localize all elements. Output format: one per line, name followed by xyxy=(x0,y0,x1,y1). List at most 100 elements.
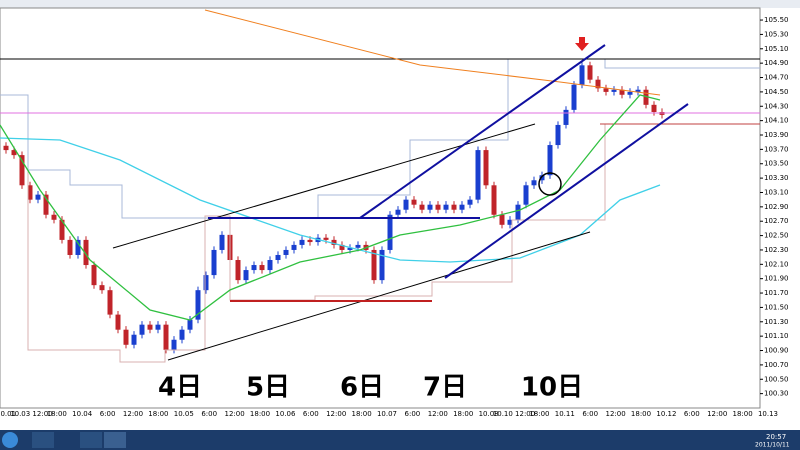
x-tick-label: 10.10 12:00 xyxy=(493,410,535,418)
candle-body xyxy=(219,234,225,250)
app-icon[interactable] xyxy=(32,432,54,448)
candle-body xyxy=(491,185,497,215)
candle-body xyxy=(579,65,585,85)
candle-body xyxy=(243,270,249,281)
candle-body xyxy=(195,290,201,320)
candle-body xyxy=(251,265,257,271)
x-tick-label: 6:00 xyxy=(405,410,421,418)
ma-short xyxy=(0,94,661,321)
y-tick-label: 105.50 xyxy=(764,16,789,24)
candle-body xyxy=(267,260,273,271)
candle-body xyxy=(619,89,625,95)
candle-body xyxy=(163,324,169,350)
candle-body xyxy=(179,329,185,340)
x-tick-label: 10.12 xyxy=(656,410,676,418)
x-tick-label: 6:00 xyxy=(582,410,598,418)
candle-body xyxy=(611,89,617,92)
y-tick-label: 102.50 xyxy=(764,232,789,240)
candle-body xyxy=(555,124,561,146)
candle-body xyxy=(403,199,409,210)
y-tick-label: 101.50 xyxy=(764,303,789,311)
candle-body xyxy=(547,145,553,176)
ma-long xyxy=(204,9,661,96)
candle-body xyxy=(283,249,289,255)
y-tick-label: 102.90 xyxy=(764,203,789,211)
taskbar xyxy=(0,430,800,450)
candle-body xyxy=(395,209,401,215)
start-button[interactable] xyxy=(2,432,18,448)
candle-body xyxy=(99,285,105,291)
candle-body xyxy=(19,155,25,186)
y-tick-label: 101.10 xyxy=(764,332,789,340)
candle-body xyxy=(627,91,633,95)
clock-time: 20:57 xyxy=(766,433,786,441)
candle-body xyxy=(483,150,489,186)
candle-body xyxy=(331,239,337,245)
y-tick-label: 103.70 xyxy=(764,145,789,153)
candle-body xyxy=(635,89,641,92)
y-tick-label: 101.30 xyxy=(764,318,789,326)
x-tick-label: 18:00 xyxy=(47,410,67,418)
trend-line xyxy=(167,231,591,361)
day-label: 10日 xyxy=(521,373,583,403)
x-tick-label: 12:00 xyxy=(707,410,727,418)
day-label: 6日 xyxy=(340,373,384,403)
candle-body xyxy=(51,214,57,220)
arrow xyxy=(575,37,589,51)
candle-body xyxy=(427,204,433,210)
x-tick-label: 12:00 xyxy=(428,410,448,418)
candle-body xyxy=(523,185,529,205)
candle-body xyxy=(155,324,161,330)
candle-body xyxy=(11,150,17,156)
candle-body xyxy=(75,239,81,255)
candle-body xyxy=(651,104,657,113)
candle-body xyxy=(419,204,425,210)
candle-body xyxy=(291,244,297,250)
candle-body xyxy=(59,219,65,240)
candle-body xyxy=(539,175,545,181)
y-tick-label: 100.90 xyxy=(764,347,789,355)
candle-body xyxy=(83,239,89,266)
y-tick-label: 103.90 xyxy=(764,131,789,139)
y-tick-label: 102.10 xyxy=(764,260,789,268)
candle-body xyxy=(531,180,537,186)
x-tick-label: 10.13 xyxy=(758,410,778,418)
y-tick-label: 103.30 xyxy=(764,174,789,182)
x-tick-label: 10.07 xyxy=(377,410,397,418)
candle-body xyxy=(379,249,385,281)
y-tick-label: 105.10 xyxy=(764,45,789,53)
clock-date: 2011/10/11 xyxy=(755,442,790,449)
candle-body xyxy=(435,204,441,210)
candle-body xyxy=(259,265,265,271)
x-tick-label: 12:00 xyxy=(326,410,346,418)
y-tick-label: 103.50 xyxy=(764,160,789,168)
candle-body xyxy=(451,204,457,210)
app-icon[interactable] xyxy=(104,432,126,448)
y-tick-label: 104.70 xyxy=(764,74,789,82)
x-tick-label: 6:00 xyxy=(684,410,700,418)
candle-body xyxy=(643,89,649,105)
app-icon[interactable] xyxy=(80,432,102,448)
window-title-bar xyxy=(0,0,800,8)
y-tick-label: 102.70 xyxy=(764,217,789,225)
y-tick-label: 100.70 xyxy=(764,361,789,369)
x-tick-label: 10.08 xyxy=(479,410,499,418)
candle-body xyxy=(43,194,49,215)
x-tick-label: 18:00 xyxy=(733,410,753,418)
x-tick-label: 18:00 xyxy=(453,410,473,418)
channel-line xyxy=(444,103,689,279)
candle-body xyxy=(387,214,393,250)
candle-body xyxy=(3,145,9,151)
candle-body xyxy=(203,275,209,291)
candle-body xyxy=(171,339,177,350)
ma-mid xyxy=(0,137,661,263)
candle-body xyxy=(123,329,129,345)
candle-body xyxy=(443,204,449,210)
candle-body xyxy=(35,194,41,200)
x-tick-label: 18:00 xyxy=(148,410,168,418)
candle-body xyxy=(299,239,305,245)
x-tick-label: 6:00 xyxy=(303,410,319,418)
x-tick-label: 18:00 xyxy=(529,410,549,418)
